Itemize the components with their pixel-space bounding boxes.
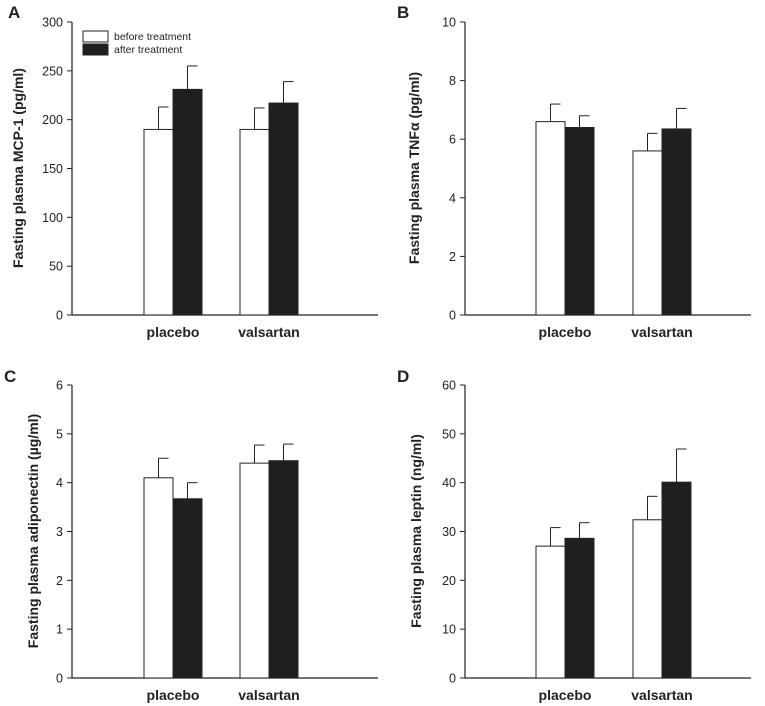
panel-d: D Fasting plasma leptin (ng/ml) 0 10 20 30 4… bbox=[397, 367, 751, 703]
category-label: valsartan bbox=[631, 687, 692, 703]
y-tick-label: 40 bbox=[442, 476, 456, 490]
bar-after-valsartan bbox=[661, 128, 692, 316]
bar-after-valsartan bbox=[268, 460, 299, 679]
panel-letter-b: B bbox=[397, 3, 409, 22]
plot-area-c: 0 1 2 3 4 5 6 placebo valsartan bbox=[56, 379, 378, 703]
y-tick-label: 4 bbox=[449, 191, 456, 205]
y-tick-label: 50 bbox=[442, 427, 456, 441]
panel-letter-a: A bbox=[8, 3, 20, 22]
y-tick-label: 4 bbox=[56, 476, 63, 490]
y-tick-label: 2 bbox=[449, 250, 456, 264]
bar-before-placebo bbox=[143, 477, 174, 679]
y-tick-label: 250 bbox=[42, 64, 63, 78]
panel-a: A Fasting plasma MCP-1 (pg/ml) 0 50 100 150… bbox=[8, 3, 378, 340]
category-label: valsartan bbox=[238, 324, 299, 340]
bar-after-placebo bbox=[172, 88, 203, 316]
y-tick-label: 0 bbox=[56, 309, 63, 323]
y-tick-label: 10 bbox=[442, 623, 456, 637]
bar-before-placebo bbox=[535, 545, 566, 679]
bar-after-placebo bbox=[172, 498, 203, 679]
y-axis-title-a: Fasting plasma MCP-1 (pg/ml) bbox=[10, 68, 26, 268]
panel-b: B Fasting plasma TNFα (pg/ml) 0 2 4 6 8 10 pla… bbox=[397, 3, 751, 340]
y-tick-label: 0 bbox=[449, 672, 456, 686]
bar-before-valsartan bbox=[239, 462, 270, 679]
bar-before-placebo bbox=[535, 121, 566, 316]
y-tick-label: 3 bbox=[56, 525, 63, 539]
plot-area-d: 0 10 20 30 40 50 60 placebo valsartan bbox=[442, 379, 751, 703]
y-axis-title-b: Fasting plasma TNFα (pg/ml) bbox=[406, 72, 422, 264]
y-tick-label: 100 bbox=[42, 211, 63, 225]
y-tick-label: 200 bbox=[42, 113, 63, 127]
legend: before treatment after treatment bbox=[82, 30, 191, 56]
y-tick-label: 6 bbox=[56, 379, 63, 393]
y-tick-label: 10 bbox=[442, 16, 456, 30]
y-tick-label: 20 bbox=[442, 574, 456, 588]
panel-c: C Fasting plasma adiponectin (µg/ml) 0 1 2… bbox=[4, 367, 378, 703]
y-tick-label: 300 bbox=[42, 16, 63, 30]
y-tick-label: 1 bbox=[56, 623, 63, 637]
y-tick-label: 6 bbox=[449, 133, 456, 147]
panel-letter-d: D bbox=[397, 367, 409, 386]
bar-before-placebo bbox=[143, 128, 174, 316]
legend-swatch-before bbox=[82, 30, 109, 43]
y-tick-label: 8 bbox=[449, 74, 456, 88]
category-label: placebo bbox=[539, 324, 592, 340]
bar-after-placebo bbox=[564, 126, 595, 316]
y-tick-label: 60 bbox=[442, 379, 456, 393]
y-tick-label: 150 bbox=[42, 162, 63, 176]
bar-after-valsartan bbox=[268, 102, 299, 316]
category-label: placebo bbox=[147, 324, 200, 340]
y-tick-label: 30 bbox=[442, 525, 456, 539]
bar-after-placebo bbox=[564, 537, 595, 679]
y-tick-label: 50 bbox=[49, 260, 63, 274]
legend-swatch-after bbox=[82, 43, 109, 56]
plot-area-b: 0 2 4 6 8 10 placebo valsartan bbox=[442, 16, 751, 340]
bar-before-valsartan bbox=[632, 150, 663, 316]
panel-letter-c: C bbox=[4, 367, 16, 386]
legend-label-before: before treatment bbox=[114, 31, 191, 43]
bar-after-valsartan bbox=[661, 481, 692, 679]
category-label: placebo bbox=[147, 687, 200, 703]
y-tick-label: 2 bbox=[56, 574, 63, 588]
category-label: valsartan bbox=[631, 324, 692, 340]
y-axis-title-d: Fasting plasma leptin (ng/ml) bbox=[408, 434, 424, 628]
y-axis-title-c: Fasting plasma adiponectin (µg/ml) bbox=[25, 414, 41, 648]
y-tick-label: 0 bbox=[449, 309, 456, 323]
category-label: placebo bbox=[539, 687, 592, 703]
bar-before-valsartan bbox=[632, 519, 663, 679]
y-tick-label: 0 bbox=[56, 672, 63, 686]
y-tick-label: 5 bbox=[56, 427, 63, 441]
category-label: valsartan bbox=[238, 687, 299, 703]
plot-area-a: 0 50 100 150 200 250 300 placebo valsartan bbox=[42, 16, 378, 340]
legend-label-after: after treatment bbox=[114, 44, 182, 56]
bar-before-valsartan bbox=[239, 128, 270, 316]
